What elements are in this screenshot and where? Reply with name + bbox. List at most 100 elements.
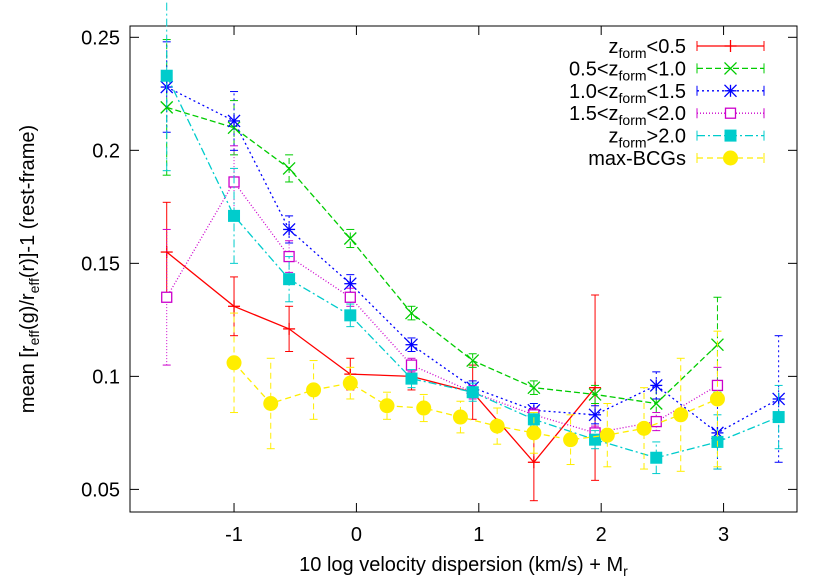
data-point [263,395,279,411]
data-point [343,232,357,245]
error-bar [468,353,477,368]
data-point [636,420,652,436]
error-bar [591,405,600,425]
data-point [588,387,602,401]
data-point [416,400,432,416]
legend-label: 1.0<zform<1.5 [569,81,686,106]
data-point [227,114,241,128]
y-axis-label: mean [reff(g)/reff(r)]-1 (rest-frame) [17,125,42,413]
error-bar [162,228,171,366]
data-point [772,411,785,424]
data-point [466,354,480,368]
data-point [343,277,357,291]
x-tick-label: 2 [596,524,607,546]
data-point [283,322,296,335]
data-point [563,432,579,448]
legend-label: zform>2.0 [609,126,686,151]
data-point [466,386,479,399]
data-point [306,382,322,398]
error-bar [676,357,685,472]
error-bar [407,305,416,321]
axis-ticks: -1 0 1 2 3 0.05 0.1 0.15 0.2 0.25 [81,26,797,546]
error-bar [285,215,294,244]
data-point [160,69,173,82]
data-point [589,433,602,446]
data-point [228,209,241,222]
legend-item: zform>2.0 [609,126,765,151]
error-bar [162,0,171,172]
series-5 [226,312,725,472]
series-line [166,106,718,405]
y-tick-label: 0.2 [92,140,120,162]
series-0 [160,201,602,502]
error-bar [309,360,318,420]
data-point [283,273,296,286]
series-3 [161,145,724,441]
data-point [527,381,541,395]
series-line [166,180,718,434]
error-bar [230,312,239,414]
data-point [379,398,395,414]
plot-border [129,25,798,513]
data-point [282,222,296,236]
legend-marker [724,129,737,142]
plot-frame [129,25,798,513]
data-point [709,391,725,407]
data-point [405,306,418,320]
data-point [405,359,418,371]
x-axis-label: 10 log velocity dispersion (km/s) + Mr [299,554,628,579]
data-point [282,161,296,175]
error-bar [493,407,502,445]
legend-item: 0.5<zform<1.0 [569,58,765,83]
data-point [405,372,418,385]
error-bar [230,91,239,151]
series-4 [160,0,785,475]
data-point [588,408,602,422]
data-point [452,409,468,425]
data-point [227,121,241,135]
y-tick-label: 0.05 [81,479,120,501]
error-bar [468,382,477,402]
legend-marker [724,61,737,75]
data-point [489,418,505,434]
legend-label: max-BCGs [588,148,686,170]
data-point [649,397,663,410]
x-tick-label: 3 [718,524,729,546]
data-point [160,100,174,114]
error-bar [591,430,600,450]
series-line [166,251,596,464]
data-point [673,407,689,423]
legend-label: 1.5<zform<2.0 [569,103,686,128]
data-point [228,300,241,313]
data-point [527,456,540,469]
data-point [650,451,663,464]
data-point [405,338,418,352]
y-tick-label: 0.15 [81,253,120,275]
legend-item: 1.0<zform<1.5 [569,81,765,106]
data-point [649,378,663,392]
legend-marker [723,150,738,166]
error-bar [652,371,661,400]
error-bar [230,167,239,264]
y-tick-label: 0.1 [92,366,120,388]
data-point [342,375,358,391]
data-point [161,291,173,303]
legend-marker [724,40,737,52]
series-layer [160,0,786,502]
data-point [526,425,542,441]
x-tick-label: 1 [473,524,484,546]
data-point [599,427,615,443]
legend-item: zform<0.5 [609,36,765,61]
data-point [344,309,357,322]
error-bar [774,384,783,450]
legend-label: 0.5<zform<1.0 [569,58,686,83]
series-line [166,75,779,459]
y-tick-label: 0.25 [81,27,120,49]
legend-item: 1.5<zform<2.0 [569,103,765,128]
error-bar [407,369,416,389]
legend-marker [724,107,737,119]
data-point [344,291,356,303]
error-bar [713,330,722,468]
legend: zform<0.50.5<zform<1.01.0<zform<1.51.5<z… [569,36,765,170]
